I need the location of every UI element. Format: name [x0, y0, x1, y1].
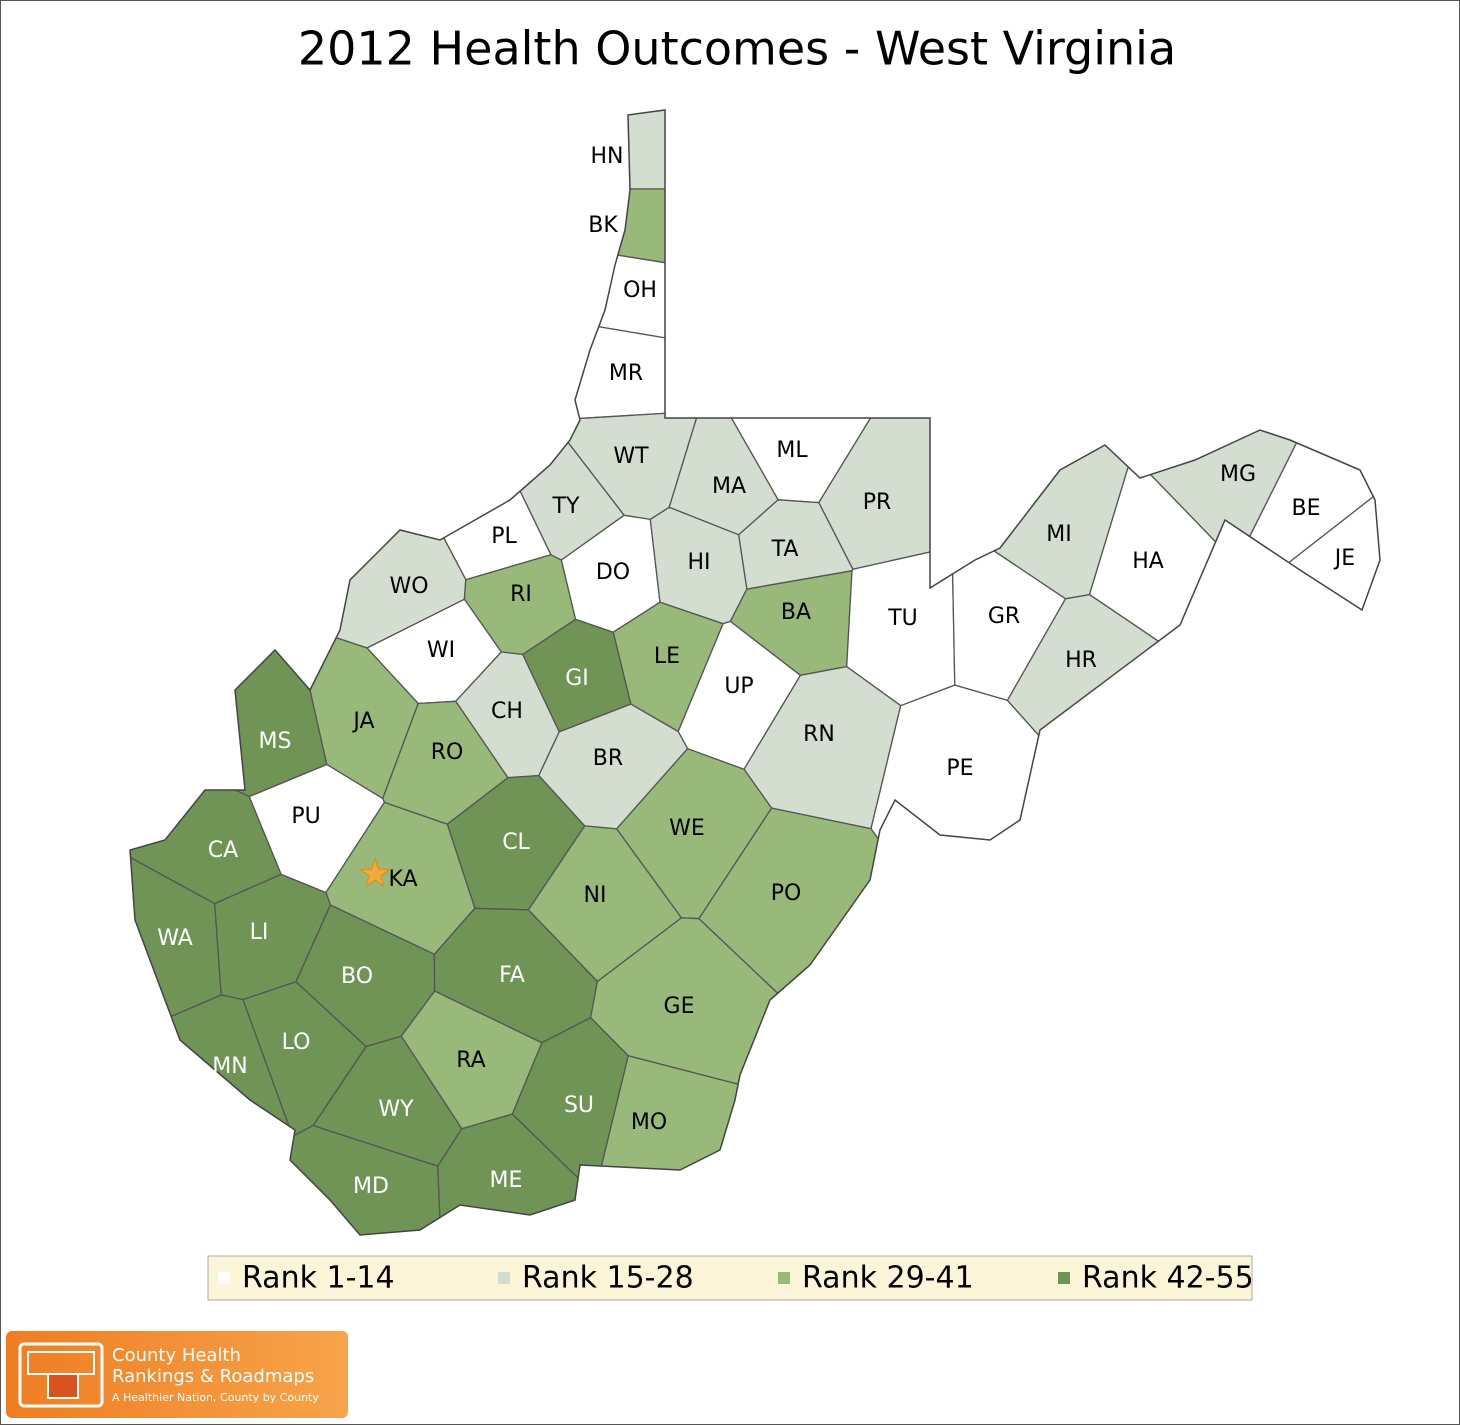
- logo: County Health Rankings & Roadmaps A Heal…: [6, 1331, 348, 1418]
- logo-icon: [18, 1342, 104, 1408]
- county-label: CL: [502, 830, 530, 855]
- legend-swatch: [498, 1272, 510, 1284]
- county-labels: HN BK OH MR WT ML MA TY PR PL DO HI TA MI MG BE JE HA WO RI…: [157, 144, 1355, 1199]
- county-label: BR: [593, 746, 623, 771]
- county-label: MI: [1046, 522, 1071, 547]
- county-label: MR: [609, 361, 643, 386]
- county-label: PU: [291, 804, 320, 829]
- county-label: WY: [378, 1097, 414, 1122]
- county-label: DO: [596, 560, 630, 585]
- logo-text: County Health: [112, 1345, 241, 1366]
- legend-swatch: [1058, 1272, 1070, 1284]
- county-label: OH: [623, 278, 657, 303]
- county-label: BK: [588, 213, 618, 238]
- county-label: HI: [687, 550, 710, 575]
- county-label: KA: [388, 867, 417, 892]
- legend-label: Rank 1-14: [242, 1261, 395, 1296]
- legend: [207, 1255, 1253, 1301]
- county-label: WA: [157, 926, 193, 951]
- county-label: WI: [427, 638, 455, 663]
- county-label: JA: [351, 709, 374, 734]
- county-label: MD: [353, 1174, 389, 1199]
- county-label: MO: [631, 1110, 667, 1135]
- county-label: UP: [724, 674, 753, 699]
- county-label: MG: [1220, 462, 1256, 487]
- county-label: GR: [988, 604, 1020, 629]
- title: 2012 Health Outcomes - West Virginia: [298, 22, 1176, 76]
- county-label: LO: [282, 1030, 311, 1055]
- county-label: WT: [613, 444, 649, 469]
- county-label: MA: [712, 474, 746, 499]
- logo-text: Rankings & Roadmaps: [112, 1366, 314, 1387]
- county-label: SU: [564, 1093, 594, 1118]
- legend-swatch: [778, 1272, 790, 1284]
- county-label: WE: [669, 816, 705, 841]
- county-label: ME: [490, 1168, 523, 1193]
- county-label: RI: [510, 582, 532, 607]
- county-label: ML: [776, 438, 808, 463]
- county-label: JE: [1333, 546, 1355, 571]
- county-label: RN: [803, 722, 835, 747]
- county-label: WO: [389, 574, 428, 599]
- county-label: MS: [259, 729, 292, 754]
- county-label: RA: [456, 1048, 485, 1073]
- county-label: BE: [1292, 496, 1321, 521]
- legend-label: Rank 29-41: [802, 1261, 974, 1296]
- county-label: GE: [664, 994, 695, 1019]
- logo-tagline: A Healthier Nation, County by County: [112, 1391, 319, 1404]
- legend-label: Rank 15-28: [522, 1261, 694, 1296]
- county-label: BA: [781, 600, 811, 625]
- county-label: CH: [491, 699, 523, 724]
- legend-swatch: [218, 1272, 230, 1284]
- county-label: TA: [771, 537, 799, 562]
- county-label: HA: [1132, 549, 1164, 574]
- county-label: PE: [946, 756, 973, 781]
- county-label: HR: [1065, 648, 1097, 673]
- star-marker: [359, 857, 391, 888]
- county-label: CA: [208, 838, 238, 863]
- legend-items: Rank 1-14 Rank 15-28 Rank 29-41 Rank 42-55: [218, 1261, 1254, 1296]
- county-label: TU: [887, 606, 918, 631]
- county-label: PO: [771, 881, 802, 906]
- legend-label: Rank 42-55: [1082, 1261, 1254, 1296]
- county-label: NI: [584, 883, 607, 908]
- county-label: PL: [491, 524, 517, 549]
- county-label: GI: [565, 666, 589, 691]
- county-label: LI: [250, 920, 269, 945]
- county-label: HN: [591, 144, 624, 169]
- logo-icon: [47, 1373, 79, 1399]
- county-label: FA: [499, 963, 525, 988]
- county-label: BO: [341, 964, 373, 989]
- state-outline: [129, 109, 1381, 1236]
- county-label: TY: [552, 494, 580, 519]
- county-label: RO: [431, 740, 464, 765]
- county-label: PR: [863, 490, 892, 515]
- county-label: MN: [212, 1054, 247, 1079]
- county-label: LE: [654, 644, 680, 669]
